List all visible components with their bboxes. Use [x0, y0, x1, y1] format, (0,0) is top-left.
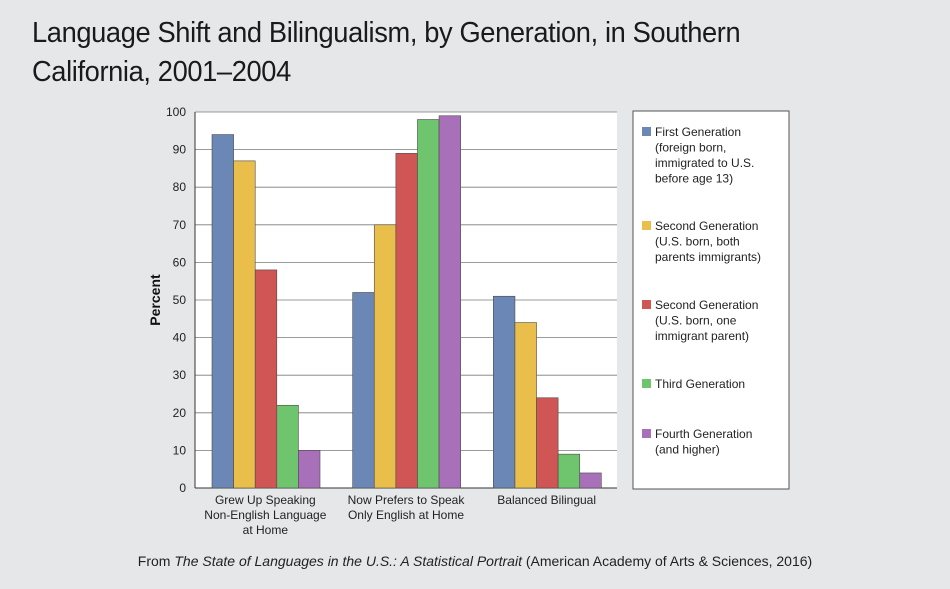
legend-entry-line: before age 13)	[655, 172, 733, 186]
x-category-label-line: Grew Up Speaking	[215, 493, 316, 507]
y-tick-label: 80	[173, 180, 187, 194]
legend-entry-line: (U.S. born, both	[655, 235, 740, 249]
x-category-label-line: Non-English Language	[204, 508, 326, 522]
legend-entry-line: (foreign born,	[655, 141, 726, 155]
plot-area: 0 10 20 30 40 50 60 70 80 90 100 Percent Grew Up Spe…	[147, 105, 617, 537]
x-category-label-line: at Home	[243, 523, 289, 537]
legend-swatch	[642, 300, 651, 309]
legend-swatch	[642, 221, 651, 230]
y-tick-label: 20	[173, 406, 187, 420]
x-category-label: Now Prefers to Speak Only English at Home	[348, 493, 466, 522]
bar	[417, 119, 440, 489]
bar	[438, 115, 461, 489]
legend-entry-label: Fourth Generation (and higher)	[655, 427, 752, 457]
legend-entry-line: Third Generation	[655, 377, 745, 391]
legend-swatch	[642, 127, 651, 136]
x-category-label-line: Now Prefers to Speak	[348, 493, 466, 507]
y-axis-label: Percent	[147, 274, 163, 326]
legend-entry-label: First Generation (foreign born, immigrated…	[655, 125, 754, 186]
legend-entry-line: Fourth Generation	[655, 427, 752, 441]
legend-entry-line: (U.S. born, one	[655, 314, 737, 328]
source-suffix: (American Academy of Arts & Sciences, 20…	[521, 553, 813, 569]
bar	[373, 224, 397, 489]
x-category-label-line: Only English at Home	[348, 508, 464, 522]
y-tick-label: 90	[173, 143, 187, 157]
source-citation: From The State of Languages in the U.S.:…	[0, 553, 950, 569]
legend-entry-line: immigrant parent)	[655, 329, 749, 343]
legend-entry-line: immigrated to U.S.	[655, 156, 754, 170]
legend-entry-label: Second Generation (U.S. born, one immigran…	[655, 298, 758, 343]
bar	[395, 153, 418, 489]
source-prefix: From	[137, 553, 175, 569]
y-tick-label: 50	[173, 293, 187, 307]
legend-swatch	[642, 429, 651, 438]
bar	[276, 404, 299, 489]
bar	[352, 292, 375, 489]
bar	[298, 450, 321, 489]
x-category-label: Balanced Bilingual	[497, 493, 596, 507]
legend-entry-line: Second Generation	[655, 298, 758, 312]
y-tick-label: 70	[173, 218, 187, 232]
x-category-label: Grew Up Speaking Non-English Language at H…	[204, 493, 326, 537]
y-tick-label: 30	[173, 368, 187, 382]
legend-entry-label: Second Generation (U.S. born, both parents…	[655, 219, 761, 264]
legend: First Generation (foreign born, immigrated…	[632, 110, 790, 490]
bar	[557, 453, 581, 489]
y-tick-label: 0	[179, 481, 186, 495]
legend-box	[632, 110, 790, 490]
bar	[493, 295, 516, 489]
y-tick-label: 10	[173, 443, 187, 457]
bar	[254, 269, 278, 489]
y-tick-label: 40	[173, 331, 187, 345]
legend-entry-line: (and higher)	[655, 443, 720, 457]
source-work-title: The State of Languages in the U.S.: A St…	[174, 553, 522, 569]
legend-entry-label: Third Generation	[655, 377, 745, 391]
chart-title: Language Shift and Bilingualism, by Gene…	[32, 17, 741, 88]
legend-swatch	[642, 379, 651, 388]
x-category-label-line: Balanced Bilingual	[497, 493, 596, 507]
bar	[579, 472, 602, 489]
bar	[211, 134, 234, 489]
bar	[536, 397, 559, 489]
legend-entry-line: parents immigrants)	[655, 250, 761, 264]
legend-entry-line: First Generation	[655, 125, 741, 139]
bar	[514, 322, 537, 489]
legend-entry-line: Second Generation	[655, 219, 758, 233]
y-tick-label: 60	[173, 255, 187, 269]
y-tick-label: 100	[166, 105, 186, 119]
bar	[233, 160, 256, 489]
